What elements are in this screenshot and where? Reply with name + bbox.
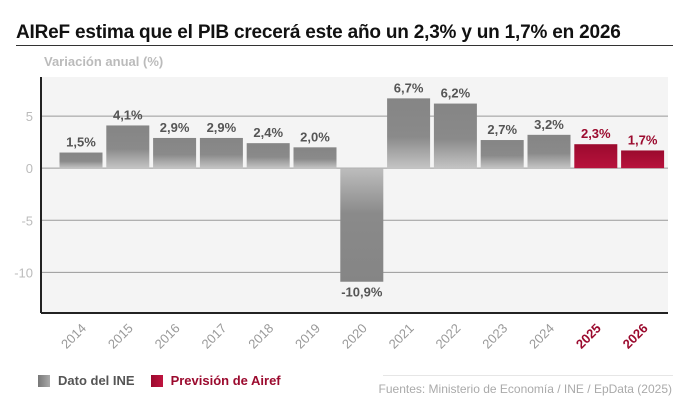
bar-2025 [574,144,618,169]
x-tick-label-2025: 2025 [573,321,604,352]
bar-2016 [153,137,197,169]
legend-label-ine: Dato del INE [58,373,135,388]
bar-2020 [340,168,384,282]
y-tick-label: -10 [14,265,33,280]
bar-2024 [527,134,571,169]
x-tick-label-2023: 2023 [479,321,510,352]
x-tick-label-2022: 2022 [432,321,463,352]
bar-2014 [59,152,103,169]
bar-2019 [293,147,337,169]
x-tick-label-2020: 2020 [339,321,370,352]
source-note: Fuentes: Ministerio de Economía / INE / … [378,382,672,396]
x-tick-label-2014: 2014 [58,321,89,352]
x-tick-label-2016: 2016 [152,321,183,352]
title-divider [16,45,673,46]
data-label-2015: 4,1% [113,107,143,122]
chart-title: AIReF estima que el PIB crecerá este año… [16,22,621,43]
y-tick-label: 5 [26,109,33,124]
legend-label-airef: Previsión de Airef [170,373,281,388]
data-label-2024: 3,2% [534,117,564,132]
bar-2017 [199,137,243,169]
bar-2015 [106,125,150,169]
data-label-2021: 6,7% [394,80,424,95]
x-tick-label-2024: 2024 [526,321,557,352]
x-tick-label-2017: 2017 [198,321,229,352]
bar-2018 [246,143,290,169]
data-label-2019: 2,0% [300,129,330,144]
data-label-2025: 2,3% [581,126,611,141]
legend: Dato del INE Previsión de Airef [38,373,281,388]
x-tick-label-2015: 2015 [105,321,136,352]
data-label-2018: 2,4% [253,125,283,140]
source-divider [383,375,673,376]
y-axis-label: Variación anual (%) [44,54,164,69]
x-tick-label-2018: 2018 [245,321,276,352]
x-tick-label-2021: 2021 [386,321,417,352]
data-label-2026: 1,7% [628,132,658,147]
bar-2023 [480,140,524,169]
data-label-2023: 2,7% [487,122,517,137]
bar-2021 [387,98,431,169]
bar-2026 [621,150,665,169]
bar-2022 [433,103,477,169]
data-label-2014: 1,5% [66,135,96,150]
y-tick-label: 0 [26,161,33,176]
data-label-2016: 2,9% [160,120,190,135]
x-tick-label-2026: 2026 [620,321,651,352]
legend-swatch-airef [150,374,163,387]
y-tick-label: -5 [21,213,33,228]
x-tick-label-2019: 2019 [292,321,323,352]
legend-swatch-ine [38,374,50,387]
data-label-2022: 6,2% [441,86,471,101]
data-label-2017: 2,9% [207,120,237,135]
data-label-2020: -10,9% [341,285,383,300]
